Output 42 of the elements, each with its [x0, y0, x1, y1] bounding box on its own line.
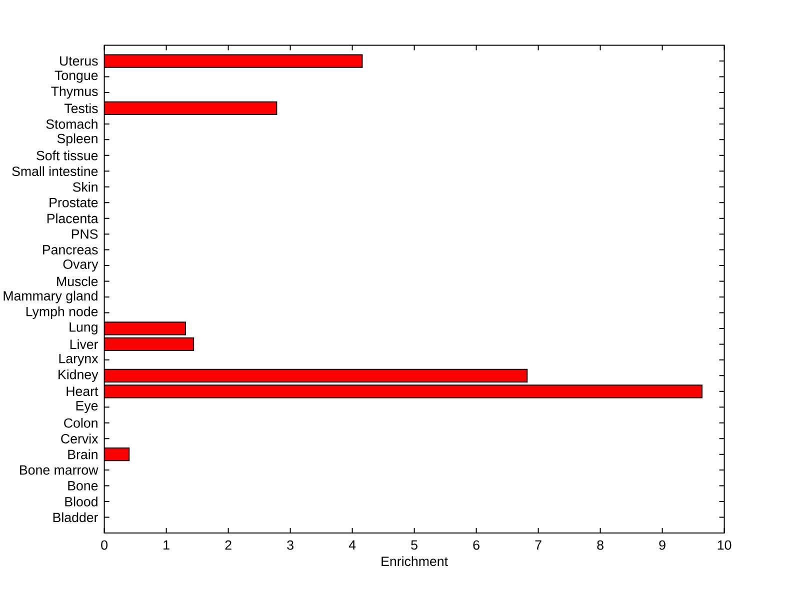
x-tick-label: 1	[164, 540, 170, 550]
x-tick-label: 4	[348, 540, 356, 550]
y-tick-label: Prostate	[50, 198, 98, 208]
y-tick-label: Stomach	[46, 119, 98, 129]
y-tick-label: Cervix	[61, 434, 98, 444]
y-tick-label: Testis	[64, 103, 98, 114]
y-tick-label: Blood	[65, 496, 98, 506]
y-tick-label: Placenta	[47, 213, 98, 224]
y-tick-label: Thymus	[51, 86, 98, 99]
x-tick-label: 8	[597, 540, 604, 550]
y-tick-label: Tongue	[54, 70, 98, 83]
x-tick-label: 2	[225, 540, 232, 550]
x-tick-label: 6	[473, 540, 480, 550]
x-tick-label: 0	[101, 540, 108, 550]
y-tick-label: Eye	[76, 401, 98, 414]
y-tick-label: Lymph node	[26, 306, 98, 319]
y-tick-label: Ovary	[63, 260, 98, 272]
x-axis-title: Enrichment	[382, 556, 448, 566]
y-tick-label: Small intestine	[12, 166, 98, 176]
y-tick-label: Uterus	[60, 56, 98, 66]
y-tick-label: Skin	[72, 182, 98, 192]
x-tick-label: 5	[411, 540, 418, 550]
y-tick-label: Muscle	[57, 276, 98, 286]
y-tick-label: Lung	[70, 322, 98, 334]
y-tick-label: Kidney	[58, 369, 98, 382]
y-tick-label: Heart	[66, 386, 98, 396]
y-tick-label: Larynx	[59, 354, 98, 366]
y-tick-label: Spleen	[57, 133, 98, 146]
x-tick-label: 9	[659, 540, 666, 550]
y-tick-label: Bladder	[53, 512, 98, 522]
y-tick-label: Brain	[68, 449, 98, 460]
y-tick-label: PNS	[72, 229, 98, 239]
y-tick-label: Bone marrow	[20, 465, 98, 475]
y-tick-label: Mammary gland	[4, 290, 98, 304]
y-tick-label: Bone	[68, 481, 98, 490]
y-tick-label: Liver	[70, 339, 98, 350]
x-tick-label: 10	[718, 540, 732, 550]
y-tick-label: Colon	[64, 418, 98, 428]
x-tick-label: 3	[287, 540, 294, 550]
y-tick-label: Pancreas	[43, 245, 98, 254]
y-tick-label: Soft tissue	[36, 150, 98, 160]
x-tick-label: 7	[535, 540, 542, 550]
